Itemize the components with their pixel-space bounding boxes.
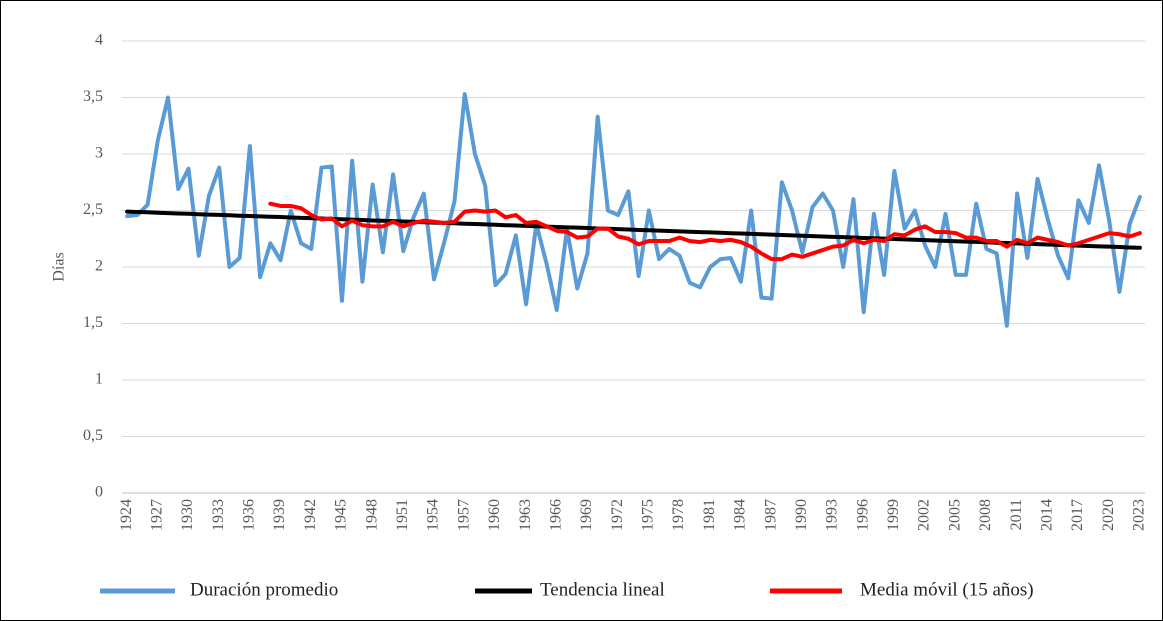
legend-text: Tendencia lineal — [540, 579, 665, 600]
y-tick-label: 4 — [95, 32, 103, 49]
x-tick-label: 2008 — [977, 499, 994, 531]
x-tick-label: 1942 — [302, 499, 319, 531]
x-tick-label: 1975 — [640, 499, 657, 531]
y-tick-label: 0,5 — [83, 427, 103, 444]
x-tick-label: 1936 — [241, 499, 258, 531]
y-tick-label: 1,5 — [83, 314, 103, 331]
x-tick-label: 1966 — [547, 499, 564, 531]
x-tick-label: 1984 — [732, 499, 749, 531]
x-tick-label: 1948 — [363, 499, 380, 531]
legend-text: Duración promedio — [190, 579, 338, 600]
y-tick-label: 0 — [95, 484, 103, 501]
x-tick-label: 1939 — [271, 499, 288, 531]
x-tick-label: 2020 — [1100, 499, 1117, 531]
x-tick-label: 1999 — [885, 499, 902, 531]
x-tick-label: 1924 — [118, 499, 135, 531]
x-tick-label: 2017 — [1069, 499, 1086, 531]
x-tick-label: 1963 — [517, 499, 534, 531]
x-tick-label: 2014 — [1038, 499, 1055, 531]
x-tick-label: 1996 — [854, 499, 871, 531]
x-tick-label: 1960 — [486, 499, 503, 531]
y-tick-label: 2,5 — [83, 201, 103, 218]
x-tick-label: 1981 — [701, 499, 718, 531]
x-tick-label: 1930 — [179, 499, 196, 531]
x-tick-label: 1972 — [609, 499, 626, 531]
x-tick-label: 1987 — [762, 499, 779, 531]
y-tick-label: 1 — [95, 371, 103, 388]
x-tick-label: 2023 — [1131, 499, 1148, 531]
x-tick-label: 1969 — [578, 499, 595, 531]
x-tick-label: 1990 — [793, 499, 810, 531]
x-tick-label: 2002 — [916, 499, 933, 531]
x-tick-label: 1933 — [210, 499, 227, 531]
x-tick-label: 1993 — [824, 499, 841, 531]
x-tick-label: 1978 — [670, 499, 687, 531]
series-line — [268, 201, 1142, 262]
legend-text: Media móvil (15 años) — [860, 579, 1034, 600]
x-tick-label: 1945 — [333, 499, 350, 531]
x-tick-label: 1954 — [425, 499, 442, 531]
x-tick-label: 1957 — [455, 499, 472, 531]
series-line — [125, 209, 1142, 250]
y-tick-label: 3 — [95, 145, 103, 162]
x-tick-label: 1951 — [394, 499, 411, 531]
x-tick-label: 1927 — [148, 499, 165, 531]
y-tick-label: 2 — [95, 258, 103, 275]
x-tick-label: 2005 — [946, 499, 963, 531]
x-tick-label: 2011 — [1008, 499, 1025, 530]
y-tick-label: 3,5 — [83, 88, 103, 105]
y-axis-label: Días — [51, 252, 68, 281]
